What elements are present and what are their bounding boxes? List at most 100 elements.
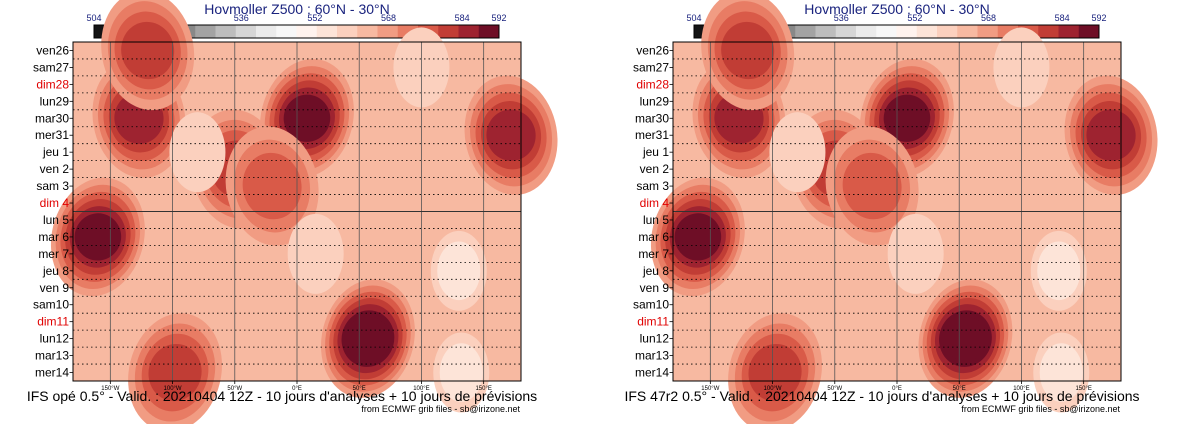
color-scale-swatch	[916, 25, 938, 38]
day-tick-label: mer31	[635, 128, 669, 142]
day-tick-label: jeu 8	[642, 264, 669, 278]
longitude-tick-label: 50°W	[827, 386, 842, 392]
ridge-contour	[842, 152, 902, 220]
day-tick-label: sam10	[633, 298, 669, 312]
ridge-contour	[283, 94, 331, 142]
color-scale-label: 592	[491, 13, 506, 23]
color-scale-swatch	[256, 25, 277, 38]
trough-contour	[769, 112, 826, 193]
trough-contour	[1039, 343, 1083, 402]
ridge-contour	[721, 21, 775, 80]
day-tick-label: mer14	[35, 366, 69, 380]
day-tick-label: jeu 1	[42, 145, 69, 159]
color-scale-label: 552	[307, 13, 322, 23]
ridge-contour	[345, 316, 391, 361]
color-scale-label: 584	[1055, 13, 1070, 23]
color-scale-frame	[693, 24, 1100, 39]
color-scale-swatch	[957, 25, 978, 38]
day-tick-label: ven 9	[40, 281, 70, 295]
day-tick-label: lun12	[40, 332, 70, 346]
color-scale-swatch	[337, 25, 358, 38]
longitude-axis: 150°W 100°W 50°W 0°E 50°E 100°E 150°E	[101, 381, 492, 392]
ridge-contour	[486, 109, 536, 161]
color-scale-frame	[93, 24, 500, 39]
day-tick-label: ven 9	[640, 281, 670, 295]
day-tick-label: dim28	[36, 77, 69, 91]
source-credit: from ECMWF grib files - sb@irizone.net	[961, 404, 1120, 414]
longitude-tick-label: 100°E	[413, 386, 429, 392]
day-tick-label: lun29	[40, 94, 70, 108]
color-scale-swatch	[1078, 25, 1100, 38]
longitude-tick-label: 100°W	[764, 386, 782, 392]
trough-contour	[887, 213, 944, 294]
day-axis: ven26 sam27 dim28 lun29 mar30 mer31 jeu 1 ven 2…	[33, 43, 73, 380]
ridge-contour	[74, 213, 122, 261]
longitude-axis: 150°W 100°W 50°W 0°E 50°E 100°E 150°E	[701, 381, 1092, 392]
day-axis: ven26 sam27 dim28 lun29 mar30 mer31 jeu 1 ven 2…	[633, 43, 673, 380]
longitude-tick-label: 150°E	[475, 386, 491, 392]
day-tick-label: mer14	[635, 366, 669, 380]
longitude-tick-label: 100°E	[1013, 386, 1029, 392]
color-scale-swatch	[235, 25, 257, 38]
day-tick-label: mer31	[35, 128, 69, 142]
day-tick-label: dim11	[37, 315, 69, 329]
color-scale-swatch	[316, 25, 338, 38]
color-scale-swatch	[458, 25, 480, 38]
color-scale-label: 592	[1091, 13, 1106, 23]
chart-title: Hovmoller Z500 : 60°N - 30°N	[804, 1, 990, 17]
footer-validity: IFS opé 0.5° - Valid. : 20210404 12Z - 1…	[27, 388, 537, 404]
day-tick-label: mar30	[35, 111, 69, 125]
color-scale-swatch	[438, 25, 459, 38]
trough-contour	[169, 112, 226, 193]
longitude-tick-label: 150°W	[701, 386, 719, 392]
ridge-contour	[943, 316, 988, 361]
color-scale-label: 504	[86, 13, 101, 23]
color-scale-swatch	[876, 25, 897, 38]
color-scale-swatch	[1038, 25, 1059, 38]
color-scale-label: 552	[907, 13, 922, 23]
day-tick-label: sam 3	[636, 179, 669, 193]
day-tick-label: ven26	[636, 43, 669, 57]
color-scale-swatch	[896, 25, 918, 38]
day-tick-label: dim 4	[40, 196, 70, 210]
trough-contour	[287, 213, 344, 294]
day-tick-label: ven26	[36, 43, 69, 57]
day-tick-label: lun 5	[643, 213, 669, 227]
ridge-contour	[242, 152, 302, 220]
day-tick-label: ven 2	[640, 162, 670, 176]
color-scale-swatch	[377, 25, 399, 38]
color-scale-swatch	[195, 25, 216, 38]
color-scale-swatch	[835, 25, 857, 38]
day-tick-label: lun 5	[43, 213, 69, 227]
color-scale-label: 584	[455, 13, 470, 23]
hovmoller-panel-ifs-47r2: Hovmoller Z500 : 60°N - 30°N 50452053655…	[600, 0, 1200, 429]
source-credit: from ECMWF grib files - sb@irizone.net	[361, 404, 520, 414]
day-tick-label: mer 7	[638, 247, 669, 261]
ridge-contour	[748, 343, 802, 402]
plot-grid	[673, 42, 1121, 381]
chart-title: Hovmoller Z500 : 60°N - 30°N	[204, 1, 390, 17]
longitude-tick-label: 100°W	[164, 386, 182, 392]
day-tick-label: sam 3	[36, 179, 69, 193]
color-scale-swatch	[937, 25, 958, 38]
trough-contour	[437, 241, 481, 301]
day-tick-label: mar13	[635, 349, 669, 363]
day-tick-label: dim11	[637, 315, 669, 329]
ridge-contour	[674, 213, 722, 261]
hovmoller-panel-ifs-ope: Hovmoller Z500 : 60°N - 30°N 50452053655…	[0, 0, 600, 429]
ridge-contour	[883, 94, 931, 142]
color-scale-swatch	[815, 25, 837, 38]
color-scale-label: 504	[686, 13, 701, 23]
longitude-tick-label: 50°W	[227, 386, 242, 392]
longitude-tick-label: 0°E	[292, 386, 302, 392]
color-scale-label: 568	[981, 13, 996, 23]
color-scale-swatch	[357, 25, 378, 38]
day-tick-label: jeu 8	[42, 264, 69, 278]
ridge-contour	[148, 343, 202, 402]
day-tick-label: sam27	[633, 60, 669, 74]
ridge-contour	[1086, 109, 1136, 161]
day-tick-label: mar 6	[638, 230, 669, 244]
day-tick-label: dim 4	[640, 196, 670, 210]
longitude-tick-label: 50°E	[953, 386, 966, 392]
longitude-tick-label: 150°E	[1075, 386, 1091, 392]
